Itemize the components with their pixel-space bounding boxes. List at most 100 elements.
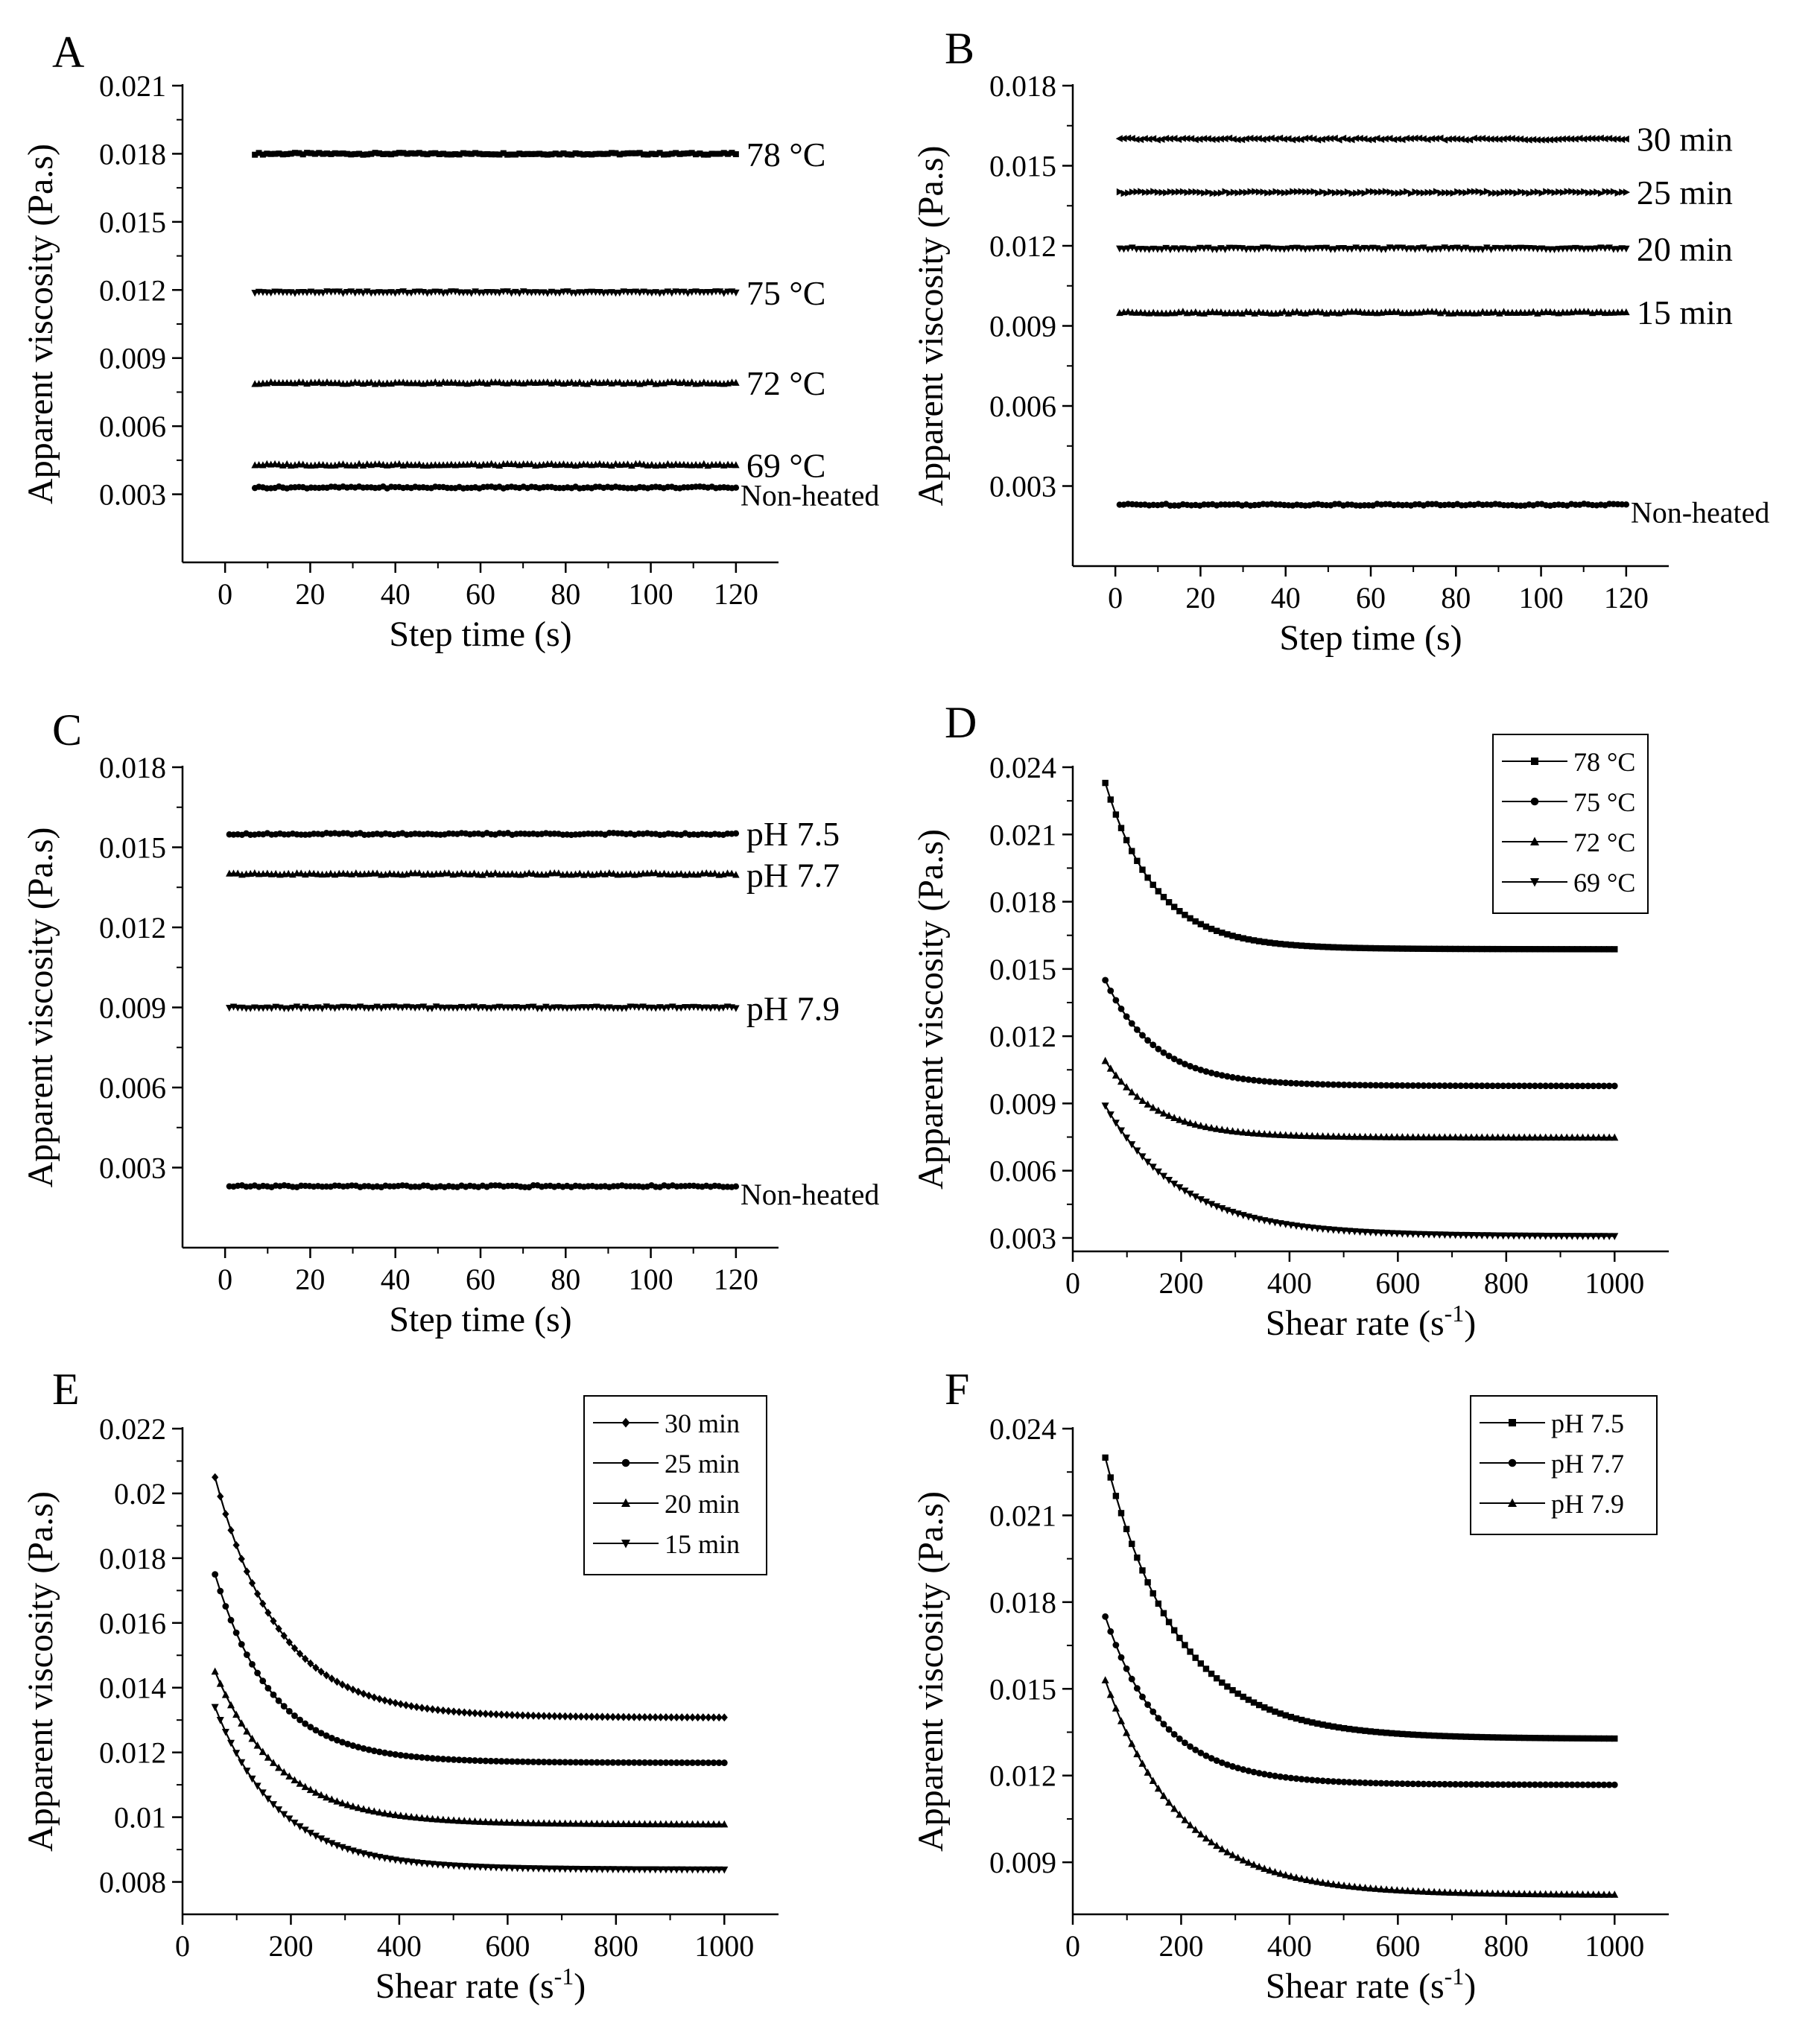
data-point	[609, 1820, 617, 1827]
data-point	[508, 1818, 516, 1826]
data-point	[238, 1759, 246, 1767]
data-point	[1521, 1781, 1528, 1788]
data-point	[352, 869, 360, 877]
data-point	[307, 1724, 314, 1731]
data-point	[1158, 246, 1166, 253]
y-tick-label: 0.006	[989, 390, 1056, 423]
legend-label: 25 min	[665, 1449, 740, 1479]
data-point	[444, 1816, 453, 1823]
data-point	[1447, 1780, 1453, 1788]
data-point	[1171, 904, 1178, 910]
data-point	[630, 1712, 638, 1721]
data-point	[1569, 1735, 1576, 1742]
data-point	[1117, 1510, 1125, 1517]
data-point	[1282, 1079, 1290, 1087]
data-point	[1411, 246, 1419, 253]
data-point	[418, 1814, 426, 1821]
data-point	[720, 290, 728, 297]
x-axis-label-superscript: -1	[1445, 1963, 1465, 1990]
data-point	[676, 150, 683, 157]
series-20-min	[211, 1667, 729, 1828]
data-point	[1287, 1131, 1295, 1139]
data-point	[521, 1004, 529, 1012]
data-point	[1504, 1889, 1512, 1897]
data-point	[212, 1571, 219, 1578]
data-point	[1102, 779, 1109, 787]
data-point	[1304, 942, 1310, 950]
y-tick-label: 0.018	[99, 1542, 166, 1575]
panel-letter: B	[945, 24, 974, 73]
data-point	[616, 378, 624, 386]
data-point	[1117, 825, 1125, 831]
data-point	[1112, 811, 1120, 818]
data-point	[1218, 1844, 1226, 1852]
data-point	[1415, 945, 1421, 952]
series-label: Non-heated	[1631, 495, 1770, 529]
data-point	[625, 1712, 632, 1721]
data-point	[513, 1818, 521, 1826]
data-point	[1328, 188, 1335, 196]
data-point	[468, 150, 475, 157]
y-tick-label: 0.024	[989, 751, 1056, 784]
data-point	[1415, 1780, 1422, 1788]
data-point	[1574, 1082, 1581, 1090]
data-point	[392, 1698, 399, 1707]
data-point	[680, 150, 687, 157]
data-point	[1440, 136, 1448, 144]
data-point	[498, 1818, 506, 1826]
data-point	[232, 1629, 240, 1636]
data-point	[1489, 1734, 1496, 1741]
data-point	[486, 1817, 495, 1826]
data-point	[625, 1759, 632, 1766]
data-point	[1563, 135, 1570, 143]
series-label: Non-heated	[741, 1178, 880, 1211]
data-point	[1568, 1233, 1576, 1240]
data-point	[279, 151, 286, 158]
data-point	[635, 1759, 643, 1766]
data-point	[1605, 1781, 1613, 1788]
data-point	[1409, 1887, 1417, 1895]
y-tick-label: 0.015	[989, 953, 1056, 986]
data-point	[732, 378, 740, 386]
data-point	[1532, 946, 1538, 953]
data-point	[1563, 1082, 1570, 1090]
data-point	[641, 151, 647, 158]
data-point	[1467, 1232, 1476, 1239]
data-point	[1117, 1654, 1125, 1661]
data-point	[1282, 1774, 1290, 1781]
data-point	[703, 869, 710, 877]
data-point	[1217, 189, 1226, 197]
data-point	[1345, 1882, 1354, 1890]
data-point	[1323, 189, 1331, 197]
data-point	[1388, 1779, 1395, 1787]
legend-label: 20 min	[665, 1489, 740, 1519]
data-point	[1521, 1734, 1528, 1742]
data-point	[513, 1864, 521, 1873]
data-point	[1362, 1727, 1369, 1734]
data-point	[635, 1820, 644, 1828]
data-point	[668, 150, 675, 157]
data-point	[1309, 943, 1316, 950]
data-point	[445, 1706, 452, 1715]
data-point	[1456, 1133, 1465, 1141]
data-point	[545, 1759, 553, 1766]
data-point	[1234, 1853, 1242, 1861]
series-label: 30 min	[1637, 121, 1733, 159]
data-point	[1536, 1890, 1544, 1898]
series-non-heated: Non-heated	[251, 479, 879, 512]
data-point	[1188, 188, 1196, 196]
data-point	[243, 1727, 251, 1735]
data-point	[1462, 1231, 1470, 1239]
data-point	[285, 1005, 292, 1012]
data-point	[609, 1759, 617, 1766]
y-tick-label: 0.009	[989, 1846, 1056, 1879]
data-point	[1335, 1081, 1342, 1088]
data-point	[1161, 134, 1170, 142]
data-point	[267, 1005, 276, 1012]
data-point	[1432, 135, 1439, 142]
data-point	[1424, 1133, 1433, 1140]
legend-marker	[621, 1458, 630, 1467]
data-point	[1449, 135, 1456, 143]
data-point	[576, 869, 583, 877]
